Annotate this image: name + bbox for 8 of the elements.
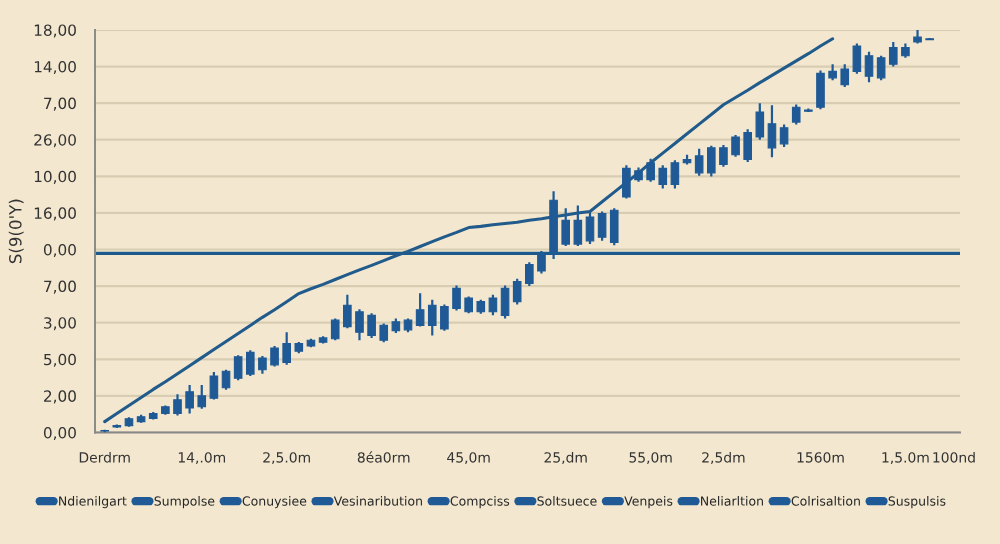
candlestick <box>488 293 498 317</box>
y-axis-title: S(9(0'Y) <box>8 199 24 264</box>
candlestick <box>864 50 874 84</box>
candlestick <box>500 284 510 320</box>
candlestick <box>585 211 595 246</box>
candlestick <box>221 368 231 391</box>
candlestick <box>767 104 777 159</box>
candlestick <box>779 123 789 149</box>
